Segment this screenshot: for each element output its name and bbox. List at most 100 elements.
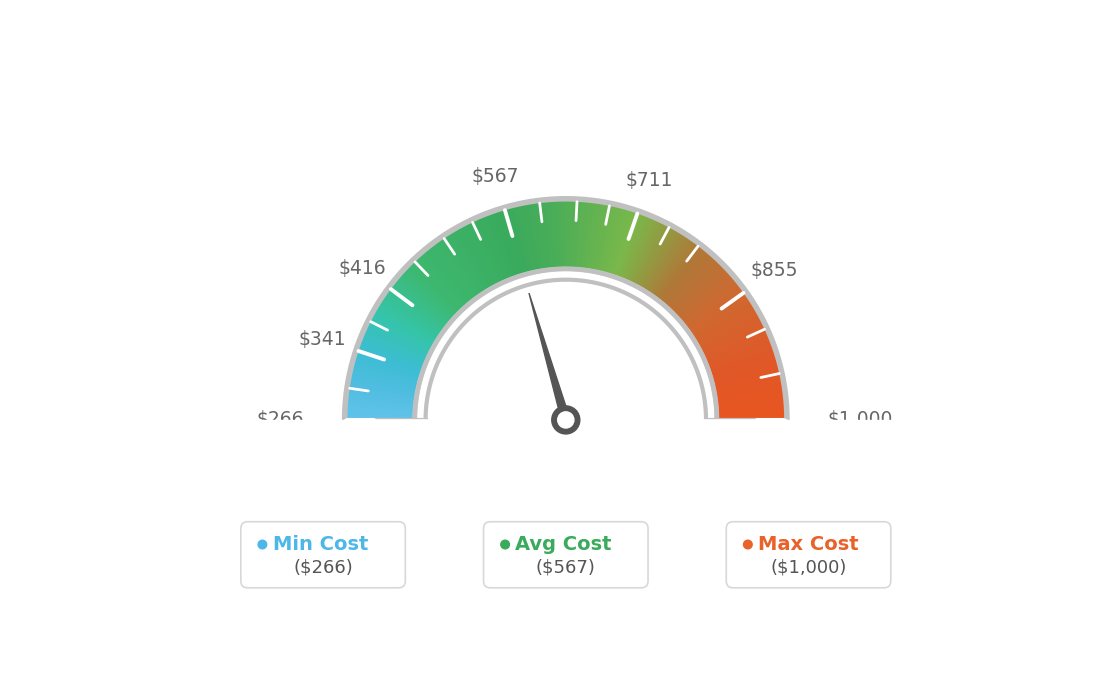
- Wedge shape: [590, 201, 603, 271]
- Wedge shape: [432, 242, 476, 299]
- Wedge shape: [712, 367, 782, 386]
- Wedge shape: [711, 358, 778, 380]
- Wedge shape: [598, 204, 616, 273]
- Wedge shape: [355, 349, 423, 373]
- Wedge shape: [464, 223, 497, 286]
- Wedge shape: [662, 250, 709, 304]
- Wedge shape: [493, 210, 518, 277]
- Wedge shape: [407, 264, 459, 314]
- Wedge shape: [545, 199, 553, 270]
- Wedge shape: [716, 399, 786, 407]
- Wedge shape: [505, 207, 526, 275]
- Wedge shape: [682, 279, 737, 325]
- Wedge shape: [673, 265, 725, 315]
- Wedge shape: [602, 205, 620, 274]
- Wedge shape: [625, 216, 654, 282]
- Wedge shape: [669, 259, 719, 311]
- Wedge shape: [707, 339, 773, 366]
- Wedge shape: [449, 230, 488, 292]
- Wedge shape: [613, 210, 636, 277]
- Wedge shape: [643, 230, 680, 290]
- Wedge shape: [658, 245, 703, 302]
- Wedge shape: [694, 304, 755, 342]
- Wedge shape: [692, 299, 753, 339]
- Circle shape: [743, 540, 752, 549]
- Wedge shape: [703, 328, 767, 359]
- Wedge shape: [350, 367, 420, 386]
- Wedge shape: [586, 201, 598, 270]
- Wedge shape: [402, 270, 455, 319]
- Wedge shape: [633, 221, 666, 286]
- Wedge shape: [563, 199, 566, 269]
- Wedge shape: [569, 199, 573, 269]
- Wedge shape: [347, 390, 416, 401]
- Wedge shape: [574, 199, 580, 269]
- Wedge shape: [347, 385, 416, 398]
- Text: $1,000: $1,000: [827, 411, 893, 429]
- Wedge shape: [716, 402, 786, 409]
- Wedge shape: [509, 206, 528, 274]
- Wedge shape: [550, 199, 556, 269]
- Wedge shape: [347, 388, 416, 400]
- Wedge shape: [606, 207, 627, 275]
- Wedge shape: [604, 206, 623, 274]
- Wedge shape: [644, 230, 682, 292]
- Wedge shape: [390, 284, 446, 328]
- Wedge shape: [684, 282, 741, 327]
- Text: $341: $341: [299, 330, 347, 348]
- Wedge shape: [686, 286, 743, 330]
- Wedge shape: [354, 352, 422, 375]
- Wedge shape: [714, 381, 784, 395]
- Wedge shape: [635, 223, 668, 286]
- Wedge shape: [527, 202, 541, 271]
- Wedge shape: [524, 202, 539, 272]
- Wedge shape: [373, 309, 435, 346]
- Wedge shape: [705, 336, 772, 364]
- Wedge shape: [571, 199, 575, 269]
- Wedge shape: [593, 202, 607, 272]
- Wedge shape: [478, 216, 507, 282]
- Wedge shape: [683, 281, 739, 326]
- Wedge shape: [385, 290, 444, 333]
- Polygon shape: [344, 420, 787, 641]
- Wedge shape: [348, 379, 417, 393]
- Wedge shape: [712, 363, 781, 382]
- Wedge shape: [348, 383, 417, 396]
- Wedge shape: [391, 282, 447, 327]
- Wedge shape: [351, 363, 420, 382]
- Text: Min Cost: Min Cost: [273, 535, 368, 554]
- Wedge shape: [482, 215, 510, 280]
- Wedge shape: [609, 208, 631, 276]
- Wedge shape: [716, 411, 787, 415]
- Wedge shape: [415, 269, 716, 420]
- Wedge shape: [489, 212, 514, 278]
- Wedge shape: [371, 313, 434, 348]
- Wedge shape: [712, 365, 781, 384]
- Wedge shape: [469, 220, 501, 284]
- Wedge shape: [676, 268, 729, 317]
- Wedge shape: [352, 360, 421, 381]
- Wedge shape: [713, 372, 782, 388]
- Wedge shape: [396, 275, 452, 322]
- Wedge shape: [597, 204, 614, 273]
- Wedge shape: [363, 330, 428, 360]
- Wedge shape: [357, 347, 423, 372]
- Wedge shape: [349, 376, 417, 392]
- Wedge shape: [702, 324, 766, 355]
- Wedge shape: [386, 288, 445, 331]
- Wedge shape: [554, 199, 560, 269]
- Wedge shape: [344, 406, 415, 412]
- Wedge shape: [374, 307, 436, 344]
- Wedge shape: [679, 274, 733, 322]
- Wedge shape: [630, 220, 662, 284]
- Wedge shape: [393, 281, 448, 326]
- Wedge shape: [380, 297, 440, 337]
- Wedge shape: [657, 244, 701, 301]
- Wedge shape: [360, 336, 426, 364]
- Wedge shape: [426, 246, 473, 302]
- Wedge shape: [420, 253, 467, 306]
- Wedge shape: [416, 255, 465, 308]
- Wedge shape: [649, 236, 690, 295]
- Circle shape: [258, 540, 267, 549]
- Wedge shape: [350, 369, 418, 387]
